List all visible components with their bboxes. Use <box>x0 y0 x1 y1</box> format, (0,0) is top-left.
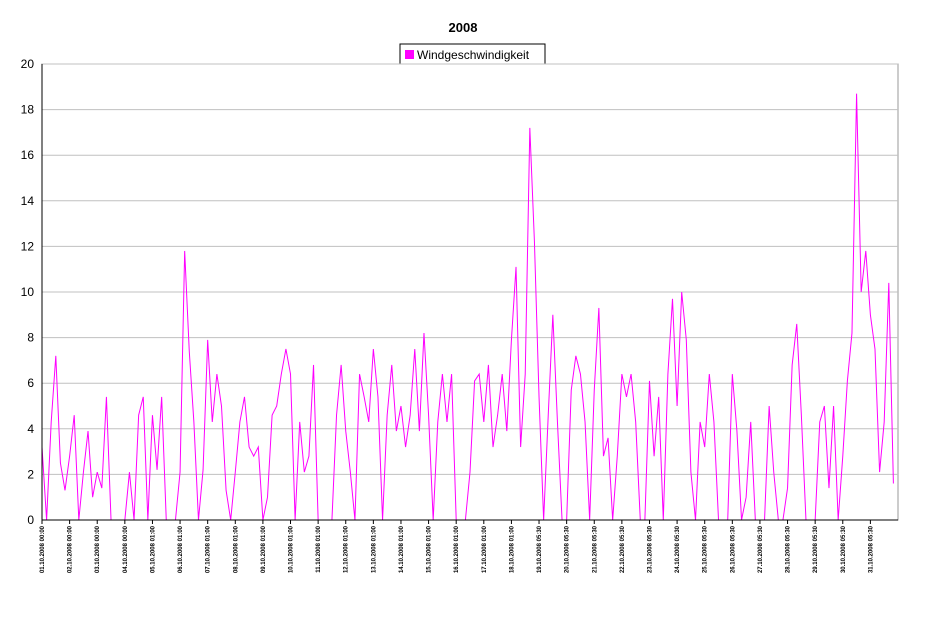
x-tick-label: 15.10.2008 01:00 <box>427 525 433 573</box>
x-tick-label: 10.10.2008 01:00 <box>289 525 295 573</box>
x-tick-label: 12.10.2008 01:00 <box>344 525 350 573</box>
x-tick-label: 07.10.2008 01:00 <box>206 525 212 573</box>
y-tick-label: 14 <box>21 194 35 208</box>
chart-title: 2008 <box>449 20 478 35</box>
y-tick-label: 10 <box>21 285 35 299</box>
x-tick-label: 30.10.2008 05:30 <box>841 525 847 573</box>
x-tick-label: 17.10.2008 01:00 <box>482 525 488 573</box>
x-tick-label: 06.10.2008 01:00 <box>178 525 184 573</box>
x-tick-label: 21.10.2008 05:30 <box>592 525 598 573</box>
y-tick-label: 18 <box>21 103 35 117</box>
x-tick-label: 20.10.2008 05:30 <box>565 525 571 573</box>
x-tick-label: 18.10.2008 01:00 <box>509 525 515 573</box>
x-tick-label: 08.10.2008 01:00 <box>233 525 239 573</box>
y-tick-label: 12 <box>21 239 35 253</box>
x-tick-label: 09.10.2008 01:00 <box>261 525 267 573</box>
x-tick-label: 25.10.2008 05:30 <box>703 525 709 573</box>
y-tick-label: 20 <box>21 57 35 71</box>
x-tick-label: 13.10.2008 01:00 <box>371 525 377 573</box>
data-line <box>41 93 894 521</box>
x-tick-label: 03.10.2008 00:00 <box>95 525 101 573</box>
x-tick-label: 31.10.2008 05:30 <box>868 525 874 573</box>
x-tick-label: 04.10.2008 00:00 <box>123 525 129 573</box>
x-tick-label: 02.10.2008 00:00 <box>68 525 74 573</box>
legend-label: Windgeschwindigkeit <box>417 48 530 62</box>
x-tick-label: 29.10.2008 05:30 <box>813 525 819 573</box>
x-tick-label: 22.10.2008 05:30 <box>620 525 626 573</box>
x-tick-label: 26.10.2008 05:30 <box>730 525 736 573</box>
y-tick-label: 16 <box>21 148 35 162</box>
x-tick-label: 11.10.2008 01:00 <box>316 525 322 572</box>
y-tick-label: 4 <box>27 422 34 436</box>
y-tick-label: 6 <box>27 376 34 390</box>
x-tick-label: 27.10.2008 05:30 <box>758 525 764 573</box>
x-tick-label: 23.10.2008 05:30 <box>647 525 653 573</box>
x-tick-label: 16.10.2008 01:00 <box>454 525 460 573</box>
x-tick-label: 14.10.2008 01:00 <box>399 525 405 573</box>
y-tick-label: 8 <box>27 331 34 345</box>
x-tick-label: 24.10.2008 05:30 <box>675 525 681 573</box>
y-tick-label: 2 <box>27 467 34 481</box>
legend-swatch <box>405 50 414 59</box>
y-tick-label: 0 <box>27 513 34 527</box>
x-tick-label: 05.10.2008 01:00 <box>150 525 156 573</box>
x-tick-label: 28.10.2008 05:30 <box>786 525 792 573</box>
x-tick-label: 19.10.2008 05:30 <box>537 525 543 573</box>
x-tick-label: 01.10.2008 00:00 <box>40 525 46 573</box>
